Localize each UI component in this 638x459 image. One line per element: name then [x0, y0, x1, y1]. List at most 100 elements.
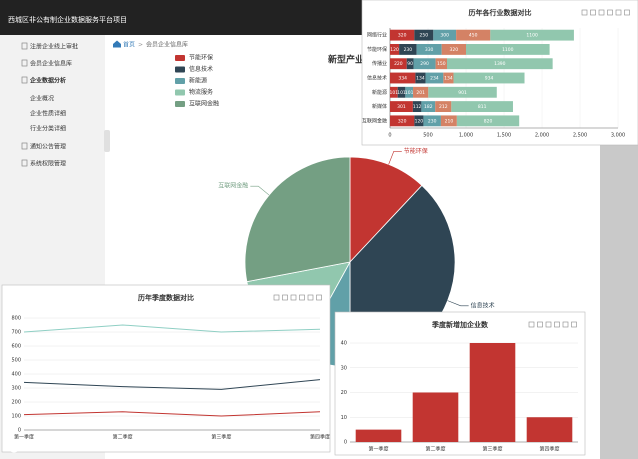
y-tick-label: 0 — [18, 428, 21, 434]
menu-item[interactable]: 系统权限管理 — [30, 160, 66, 168]
toolbox-icon — [607, 9, 613, 16]
menu-item[interactable]: 通知公告管理 — [30, 143, 66, 151]
y-tick-label: 100 — [11, 414, 21, 420]
bar-segment — [456, 115, 520, 127]
value-label: 101 — [390, 90, 399, 96]
pie-slice — [244, 156, 351, 283]
sidebar-toggle[interactable] — [104, 130, 110, 152]
menu-item[interactable]: 会员企业信息库 — [30, 60, 72, 68]
legend-label: 新能源 — [189, 77, 207, 85]
toolbox-icon — [562, 321, 569, 328]
breadcrumb: 首页 > 会员企业信息库 — [113, 40, 188, 49]
value-label: 1390 — [494, 61, 506, 67]
home-icon — [113, 40, 121, 48]
label-line — [447, 300, 469, 307]
breadcrumb-separator: > — [138, 42, 143, 49]
submenu-item[interactable]: 企业概况 — [30, 95, 54, 103]
toolbox-icon — [624, 9, 630, 16]
panel — [1, 284, 331, 453]
toolbox-icon — [273, 294, 280, 301]
bar-segment — [441, 44, 466, 55]
bar-segment — [428, 86, 497, 98]
value-label: 212 — [439, 104, 448, 110]
x-tick-label: 第三季度 — [482, 446, 502, 453]
slice-label: 节能环保 — [404, 147, 428, 155]
bar-segment — [453, 72, 525, 84]
bar — [526, 417, 573, 442]
value-label: 820 — [484, 118, 493, 124]
line-series — [23, 324, 321, 333]
y-tick-label: 800 — [11, 316, 21, 322]
bar-segment — [390, 44, 400, 55]
menu: 注册企业线上审批 会员企业信息库 企业数据分析 企业概况 企业性质详细 行业分类… — [21, 42, 78, 168]
line-series — [23, 379, 321, 390]
bar-segment — [390, 72, 416, 84]
app-title: 西城区非公有制企业数据服务平台项目 — [8, 15, 127, 24]
x-tick-label: 第四季度 — [539, 446, 559, 453]
menu-item[interactable]: 注册企业线上审批 — [30, 43, 78, 51]
menu-icon — [21, 42, 28, 50]
x-tick-label: 1,000 — [459, 133, 473, 139]
value-label: 811 — [478, 104, 487, 110]
legend-label: 节能环保 — [189, 54, 213, 62]
y-tick-label: 新能源 — [372, 89, 387, 96]
breadcrumb-link[interactable]: 首页 — [123, 41, 135, 49]
value-label: 320 — [450, 47, 459, 53]
value-label: 90 — [407, 61, 413, 67]
bar-segment — [433, 29, 457, 41]
bar-segment — [414, 29, 434, 41]
value-label: 230 — [404, 47, 413, 53]
value-label: 150 — [437, 61, 446, 67]
bar-segment — [412, 101, 422, 112]
value-label: 330 — [425, 47, 434, 53]
bar-segment — [425, 72, 444, 84]
legend-swatch — [175, 101, 185, 107]
bar — [469, 343, 516, 442]
x-tick-label: 第一季度 — [14, 434, 34, 441]
toolbox-icon — [554, 321, 560, 328]
bar-segment — [421, 101, 436, 112]
x-tick-label: 第一季度 — [368, 446, 388, 453]
bar-segment — [405, 86, 414, 98]
toolbox-icon — [581, 9, 588, 16]
bar-segment — [435, 101, 452, 112]
submenu-item[interactable]: 企业性质详细 — [30, 110, 66, 118]
watermark: 大数据观 — [8, 441, 58, 453]
value-label: 450 — [469, 33, 478, 39]
menu-icon — [21, 159, 28, 167]
x-tick-label: 0 — [388, 133, 391, 139]
x-tick-label: 第四季度 — [310, 434, 330, 441]
toolbox-icon — [299, 294, 305, 301]
legend-label: 互联网金融 — [189, 100, 219, 108]
y-tick-label: 节能环保 — [367, 46, 387, 53]
chart-title: 历年季度数据对比 — [138, 293, 194, 302]
x-tick-label: 2,000 — [535, 133, 549, 139]
watermark-text: 大数据观 — [22, 441, 58, 453]
value-label: 1100 — [502, 47, 514, 53]
toolbox-icon — [316, 294, 322, 301]
label-line — [388, 151, 402, 165]
toolbox-icon — [615, 9, 622, 16]
menu-item[interactable]: 企业数据分析 — [29, 77, 66, 85]
menu-icon — [21, 76, 28, 84]
y-tick-label: 互联网金融 — [362, 117, 387, 124]
toolbox-icon — [571, 321, 577, 328]
bar-segment — [415, 72, 426, 84]
x-tick-label: 2,500 — [573, 133, 587, 139]
bar-segment — [451, 101, 513, 112]
menu-icon — [21, 142, 28, 150]
y-tick-label: 200 — [11, 400, 21, 406]
value-label: 901 — [458, 90, 467, 96]
bar-segment — [399, 44, 417, 55]
submenu-item[interactable]: 行业分类详细 — [30, 125, 66, 133]
toolbox-icon — [528, 321, 535, 328]
x-tick-label: 第二季度 — [425, 446, 445, 453]
value-label: 182 — [424, 104, 433, 110]
toolbox-icon — [290, 294, 297, 301]
y-tick-label: 40 — [341, 341, 347, 347]
bar-segment — [443, 72, 454, 84]
toolbox-icon — [537, 321, 543, 328]
toolbox-icon — [598, 9, 605, 16]
